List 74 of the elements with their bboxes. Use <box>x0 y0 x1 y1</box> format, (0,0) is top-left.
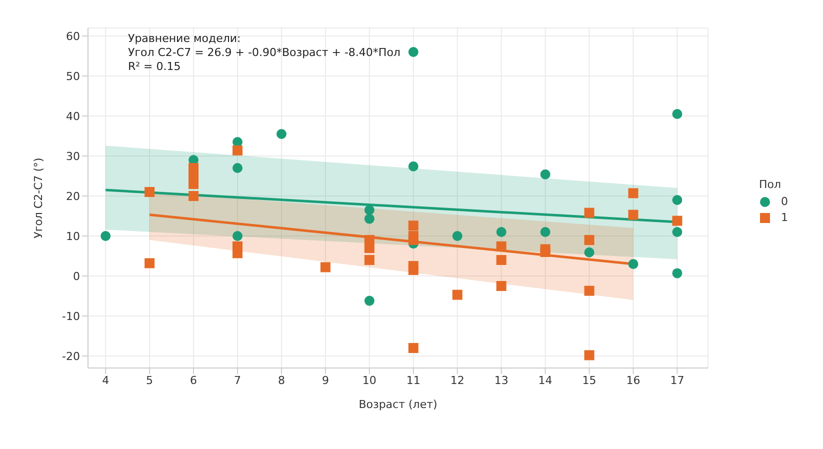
x-tick-label: 13 <box>494 374 508 387</box>
point <box>452 290 462 300</box>
point <box>100 231 111 241</box>
point <box>232 145 243 156</box>
y-tick-label: 50 <box>66 70 80 83</box>
point <box>408 47 418 57</box>
x-tick-label: 12 <box>450 374 464 387</box>
point <box>496 281 506 291</box>
x-tick-label: 9 <box>322 374 329 387</box>
y-tick-label: 40 <box>66 110 80 123</box>
legend-label: 1 <box>781 211 788 224</box>
point <box>540 169 550 180</box>
point <box>628 259 638 269</box>
point <box>628 188 638 198</box>
point <box>408 235 418 245</box>
point <box>276 129 286 139</box>
x-tick-label: 17 <box>670 374 684 387</box>
y-axis-title: Угол C2-C7 (°) <box>32 158 45 238</box>
point <box>408 343 418 353</box>
x-tick-label: 10 <box>362 374 376 387</box>
y-tick-label: -20 <box>62 350 80 363</box>
point <box>672 109 682 119</box>
y-tick-label: 10 <box>66 230 80 243</box>
x-axis-title: Возраст (лет) <box>358 398 438 411</box>
point <box>188 179 199 189</box>
point <box>496 227 506 237</box>
point <box>408 161 418 172</box>
point <box>232 231 243 241</box>
point <box>584 350 594 360</box>
point <box>364 243 374 253</box>
point <box>408 220 418 231</box>
point <box>540 247 550 257</box>
y-tick-label: 30 <box>66 150 80 163</box>
point <box>584 286 594 296</box>
point <box>584 208 594 218</box>
point <box>540 227 550 237</box>
point <box>144 258 155 268</box>
x-tick-label: 15 <box>582 374 596 387</box>
point <box>672 216 682 226</box>
annotation: Угол C2-C7 = 26.9 + -0.90*Возраст + -8.40*Пол <box>128 46 400 60</box>
point <box>188 191 199 201</box>
point <box>584 247 594 258</box>
y-tick-label: -10 <box>62 310 80 323</box>
point <box>452 231 462 241</box>
point <box>232 163 243 173</box>
x-tick-label: 7 <box>234 374 242 387</box>
point <box>584 235 594 245</box>
point <box>408 265 418 275</box>
point <box>364 214 374 224</box>
point <box>628 210 638 220</box>
point <box>672 268 682 278</box>
point <box>496 255 506 265</box>
annotation: Уравнение модели: <box>128 32 242 46</box>
point <box>144 187 155 197</box>
point <box>364 296 374 306</box>
x-tick-label: 5 <box>146 374 154 387</box>
x-tick-label: 4 <box>102 374 110 387</box>
point <box>672 227 682 237</box>
x-tick-label: 14 <box>538 374 552 387</box>
y-tick-label: 0 <box>73 270 80 283</box>
legend-title: Пол <box>759 178 782 191</box>
point <box>364 205 374 215</box>
legend-label: 0 <box>781 195 788 208</box>
annotation: R² = 0.15 <box>128 60 182 74</box>
point <box>320 262 330 272</box>
x-tick-label: 8 <box>278 374 285 387</box>
x-tick-label: 11 <box>406 374 420 387</box>
x-tick-label: 16 <box>626 374 640 387</box>
x-tick-label: 6 <box>190 374 198 387</box>
point <box>364 255 374 265</box>
point <box>672 195 682 205</box>
point <box>496 241 506 252</box>
y-tick-label: 20 <box>66 190 80 203</box>
y-tick-label: 60 <box>66 30 80 43</box>
